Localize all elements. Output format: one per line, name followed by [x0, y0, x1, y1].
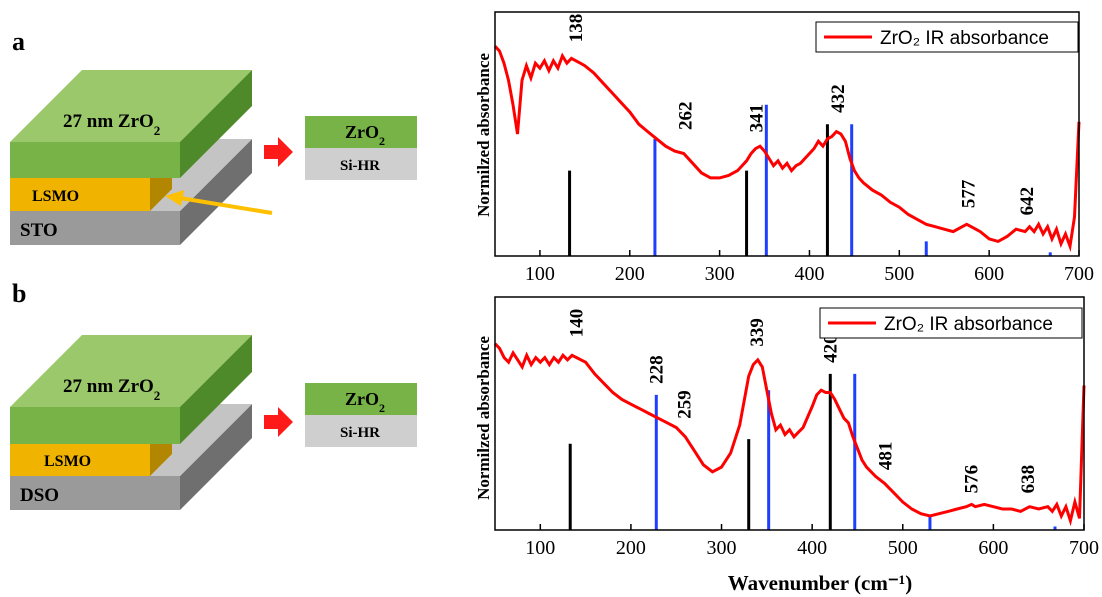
schematic-a: a STO LSMO 27 nm ZrO2 ZrO2 Si-: [10, 27, 417, 245]
zro2-front-a: [10, 142, 180, 178]
peak-label: 339: [747, 318, 768, 347]
xtick-label: 300: [705, 263, 735, 285]
peak-label: 259: [674, 390, 695, 419]
ylabel-b: Normilzed absorbance: [474, 336, 493, 500]
substrate-side-b: [180, 404, 252, 510]
xtick-label: 100: [525, 537, 555, 559]
result-si-label-a: Si-HR: [340, 158, 380, 174]
substrate-side-a: [180, 139, 252, 245]
peak-label: 576: [962, 465, 983, 494]
lsmo-layer-a: LSMO: [10, 156, 172, 211]
substrate-label-b: DSO: [20, 485, 59, 506]
lsmo-front-a: [10, 178, 150, 211]
result-si-b: [305, 415, 417, 447]
legend-b: ZrO₂ IR absorbance: [819, 307, 1083, 339]
substrate-front-a: [10, 211, 180, 245]
chart-b: Normilzed absorbance 100 200 300 400 500 600 7…: [474, 296, 1099, 595]
sticks-a: [568, 104, 1052, 256]
peak-label: 638: [1018, 465, 1039, 494]
note-arrow-shaft: [179, 196, 273, 215]
xtick-label: 400: [797, 537, 827, 559]
plot-frame-a: [494, 11, 1080, 257]
xtick-label: 600: [974, 263, 1004, 285]
legend-a: ZrO₂ IR absorbance: [815, 21, 1079, 53]
lsmo-front-b: [10, 444, 150, 476]
transfer-arrow-b: [264, 407, 293, 437]
xtick-label: 500: [884, 263, 914, 285]
substrate-front-b: [10, 476, 180, 510]
peak-labels-b: 140 228 259 339 420 481 576 638: [567, 309, 1039, 494]
peak-label: 432: [828, 84, 849, 113]
xtick-label: 600: [978, 537, 1008, 559]
result-stack-b: ZrO2 Si-HR: [305, 383, 417, 447]
substrate-label-a: STO: [20, 220, 58, 241]
result-si-a: [305, 148, 417, 180]
xtick-label: 500: [888, 537, 918, 559]
peak-label: 481: [876, 442, 897, 471]
result-zro2-label-a: ZrO2: [345, 122, 385, 148]
sticks-b: [568, 373, 1057, 530]
absorbance-curve-a: [493, 45, 1081, 253]
result-zro2-b: [305, 383, 417, 415]
panel-letter-b: b: [12, 279, 26, 308]
xtick-label: 300: [707, 537, 737, 559]
result-zro2-label-b: ZrO2: [345, 389, 385, 415]
peak-label: 140: [567, 309, 588, 338]
transfer-arrow-a: [264, 137, 293, 167]
peak-label: 262: [676, 102, 697, 131]
xtick-label: 200: [615, 263, 645, 285]
legend-entry-a: ZrO₂ IR absorbance: [880, 28, 1049, 49]
zro2-label-b: 27 nm ZrO2: [63, 376, 160, 403]
chart-a: Normilzed absorbance 100 200 300 400 500 600 7…: [474, 11, 1094, 285]
ylabel-a: Normilzed absorbance: [474, 53, 493, 217]
legend-entry-b: ZrO₂ IR absorbance: [884, 314, 1053, 335]
removing-note: [165, 190, 273, 215]
peak-labels-a: 138 262 341 432 577 642: [566, 14, 1038, 216]
xtick-label: 700: [1069, 537, 1099, 559]
result-stack-a: ZrO2 Si-HR: [305, 116, 417, 180]
peak-label: 228: [646, 355, 667, 384]
result-zro2-a: [305, 116, 417, 148]
zro2-top-b: [10, 335, 252, 407]
xtick-label: 100: [525, 263, 555, 285]
zro2-layer-b: 27 nm ZrO2: [10, 335, 252, 444]
xtick-label: 400: [794, 263, 824, 285]
xtick-label: 200: [616, 537, 646, 559]
lsmo-label-b: LSMO: [44, 453, 91, 470]
note-arrow-head: [165, 190, 184, 206]
peak-label: 642: [1017, 187, 1038, 216]
xlabel-b: Wavenumber (cm⁻¹): [728, 571, 912, 595]
xticks-b: 100 200 300 400 500 600 700: [525, 524, 1099, 559]
zro2-label-a: 27 nm ZrO2: [63, 111, 160, 138]
xtick-label: 700: [1064, 263, 1094, 285]
peak-label: 577: [959, 179, 980, 208]
plot-frame-b: [494, 296, 1085, 531]
xticks-a: 100 200 300 400 500 600 700: [525, 250, 1094, 285]
zro2-top-a: [10, 70, 252, 142]
peak-label: 138: [566, 14, 587, 43]
zro2-side-b: [180, 335, 252, 444]
zro2-front-b: [10, 407, 180, 444]
schematic-b: b DSO LSMO 27 nm ZrO2 ZrO2 Si-HR: [10, 279, 417, 510]
peak-label: 341: [747, 104, 768, 133]
panel-letter-a: a: [12, 27, 25, 56]
zro2-side-a: [180, 70, 252, 178]
result-si-label-b: Si-HR: [340, 425, 380, 441]
absorbance-curve-b: [493, 342, 1086, 527]
peak-label: 420: [820, 334, 841, 363]
zro2-layer-a: 27 nm ZrO2: [10, 70, 252, 178]
lsmo-label-a: LSMO: [32, 188, 79, 205]
